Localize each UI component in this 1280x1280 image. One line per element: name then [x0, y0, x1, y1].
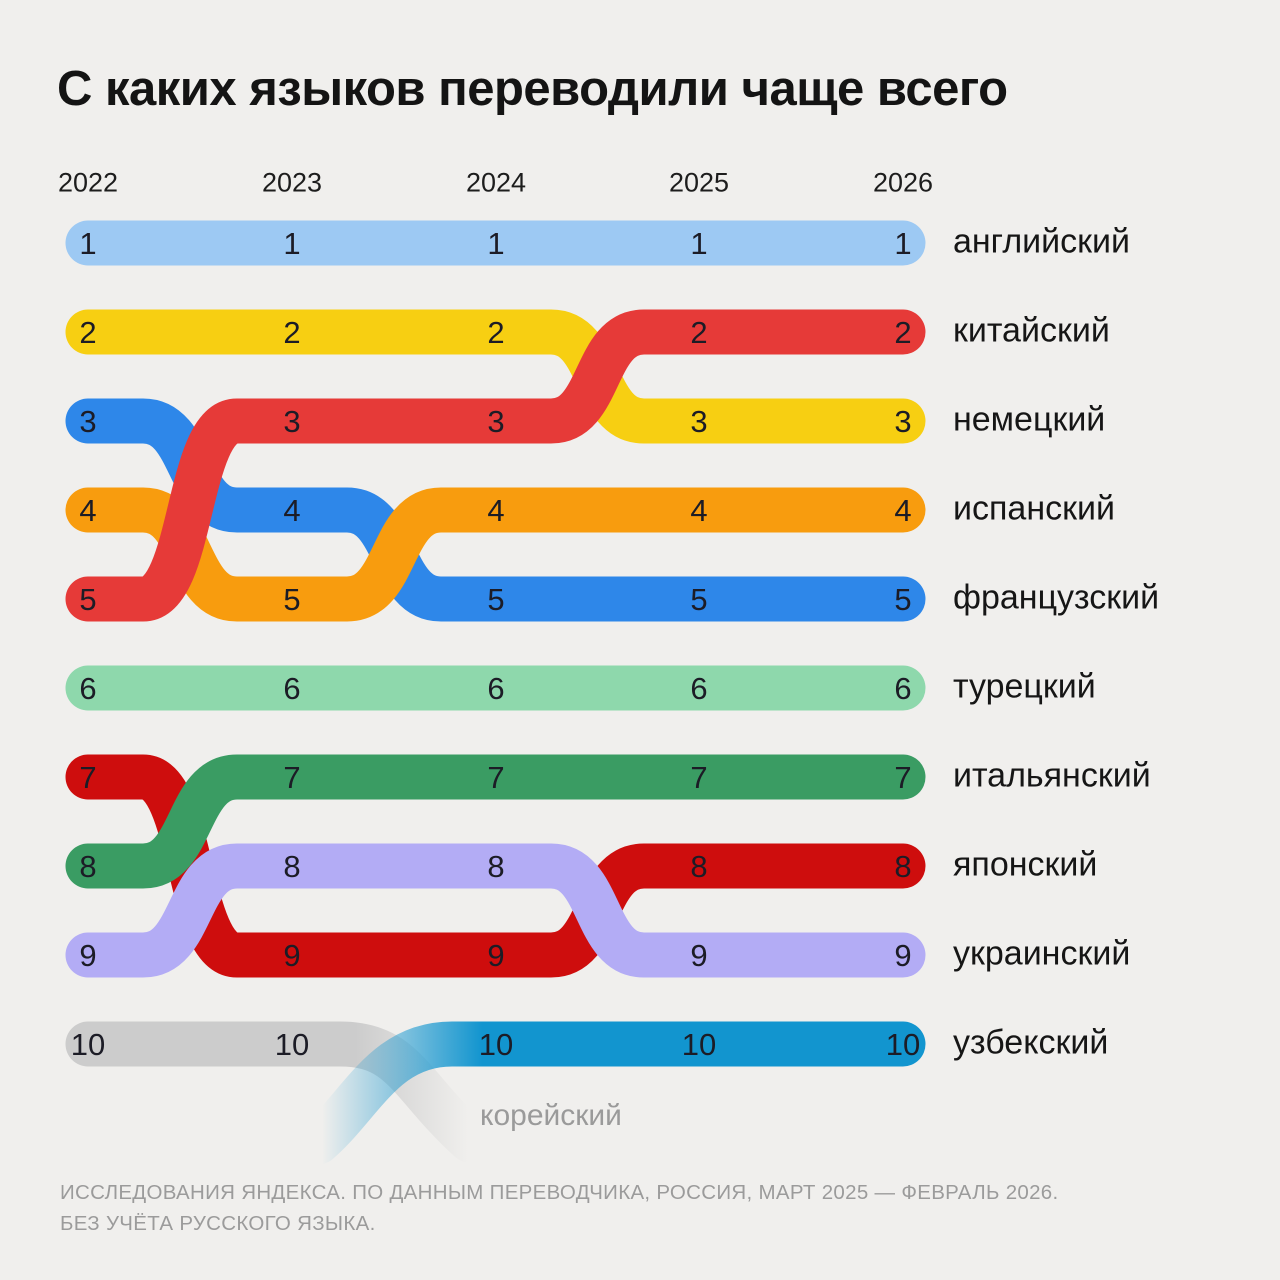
rank-number: 3: [79, 404, 96, 439]
rank-number: 6: [283, 671, 300, 706]
rank-number: 8: [690, 849, 707, 884]
rank-number: 7: [690, 760, 707, 795]
source-note-line-2: БЕЗ УЧЁТА РУССКОГО ЯЗЫКА.: [60, 1211, 376, 1235]
rank-number: 10: [479, 1027, 513, 1062]
rank-number: 2: [79, 315, 96, 350]
rank-number: 4: [487, 493, 504, 528]
rank-number: 10: [682, 1027, 716, 1062]
rank-number: 3: [894, 404, 911, 439]
series-label: украинский: [953, 934, 1131, 973]
series-label: немецкий: [953, 400, 1106, 439]
rank-number: 2: [894, 315, 911, 350]
year-label: 2023: [261, 167, 323, 198]
year-label: 2024: [465, 167, 527, 198]
rank-number: 1: [283, 226, 300, 261]
source-note-line-1: ИССЛЕДОВАНИЯ ЯНДЕКСА. ПО ДАННЫМ ПЕРЕВОДЧ…: [60, 1181, 1059, 1204]
rank-number: 3: [283, 404, 300, 439]
series-label: турецкий: [953, 667, 1096, 706]
rank-number: 5: [690, 582, 707, 617]
rank-number: 6: [487, 671, 504, 706]
chart-title: С каких языков переводили чаще всего: [57, 62, 1008, 116]
rank-number: 9: [487, 938, 504, 973]
rank-number: 6: [79, 671, 96, 706]
series-path: [65, 754, 926, 889]
rank-number: 9: [894, 938, 911, 973]
rank-number: 3: [487, 404, 504, 439]
year-label: 2025: [668, 167, 730, 198]
rank-number: 10: [275, 1027, 309, 1062]
rank-number: 8: [894, 849, 911, 884]
series-label: узбекский: [953, 1023, 1109, 1062]
rank-number: 5: [79, 582, 96, 617]
rank-number: 8: [79, 849, 96, 884]
rank-number: 1: [79, 226, 96, 261]
rank-number: 10: [71, 1027, 105, 1062]
rank-number: 1: [690, 226, 707, 261]
rank-number: 8: [487, 849, 504, 884]
rank-number: 4: [690, 493, 707, 528]
rank-number: 9: [79, 938, 96, 973]
rank-number: 4: [283, 493, 300, 528]
series-path: [295, 1021, 926, 1165]
series-label: английский: [953, 222, 1131, 261]
series-label: итальянский: [953, 756, 1151, 795]
rank-number: 1: [894, 226, 911, 261]
rank-number: 10: [886, 1027, 920, 1062]
rank-number: 6: [894, 671, 911, 706]
year-label: 2026: [872, 167, 934, 198]
rank-number: 7: [79, 760, 96, 795]
rank-number: 1: [487, 226, 504, 261]
rank-number: 2: [690, 315, 707, 350]
series-label: французский: [953, 578, 1160, 617]
series-label: испанский: [953, 489, 1115, 528]
rank-number: 7: [283, 760, 300, 795]
rank-number: 2: [487, 315, 504, 350]
dropped-series-label: корейский: [480, 1099, 622, 1132]
series-label: японский: [953, 845, 1098, 884]
rank-number: 8: [283, 849, 300, 884]
source-note: ИССЛЕДОВАНИЯ ЯНДЕКСА. ПО ДАННЫМ ПЕРЕВОДЧ…: [60, 1178, 1059, 1240]
series-path: [65, 843, 926, 978]
rank-number: 5: [894, 582, 911, 617]
rank-number: 4: [79, 493, 96, 528]
rank-number: 3: [690, 404, 707, 439]
rank-number: 9: [690, 938, 707, 973]
series-path: [65, 309, 926, 622]
series-path: [65, 398, 926, 622]
rank-number: 4: [894, 493, 911, 528]
rank-number: 7: [894, 760, 911, 795]
rank-number: 5: [283, 582, 300, 617]
year-label: 2022: [57, 167, 119, 198]
series-label: китайский: [953, 311, 1110, 350]
rank-number: 9: [283, 938, 300, 973]
rank-number: 5: [487, 582, 504, 617]
rank-number: 6: [690, 671, 707, 706]
rank-number: 7: [487, 760, 504, 795]
rank-number: 2: [283, 315, 300, 350]
